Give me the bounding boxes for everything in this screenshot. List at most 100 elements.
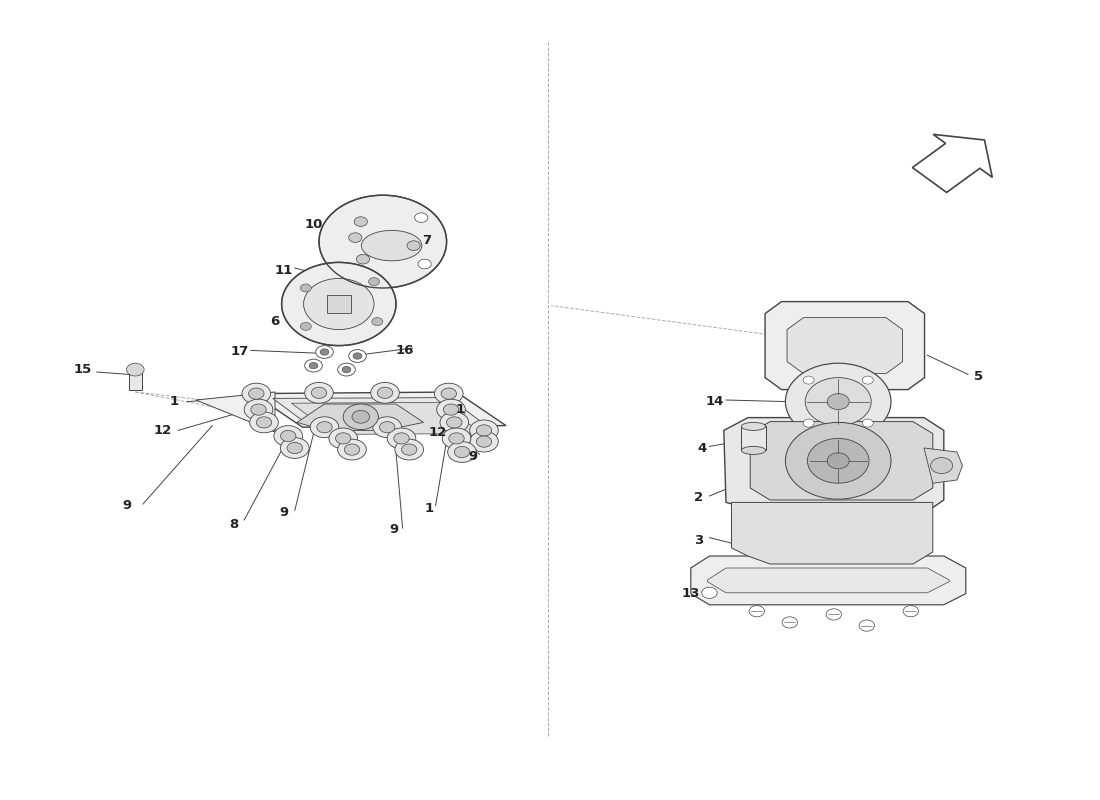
Polygon shape (707, 568, 949, 593)
Text: 2: 2 (694, 491, 703, 504)
Circle shape (287, 442, 303, 454)
Bar (129, 370, 142, 390)
Circle shape (803, 376, 814, 384)
Circle shape (476, 436, 492, 447)
Circle shape (373, 417, 402, 438)
Circle shape (372, 318, 383, 326)
Circle shape (387, 428, 416, 449)
Circle shape (827, 453, 849, 469)
Ellipse shape (741, 446, 766, 454)
Polygon shape (327, 295, 351, 313)
Circle shape (336, 433, 351, 444)
Polygon shape (196, 392, 275, 432)
Circle shape (803, 419, 814, 427)
Circle shape (300, 322, 311, 330)
Polygon shape (297, 404, 424, 430)
Bar (741, 426, 766, 450)
Circle shape (826, 609, 842, 620)
Circle shape (256, 417, 272, 428)
Circle shape (785, 363, 891, 440)
Ellipse shape (741, 422, 766, 430)
Circle shape (434, 383, 463, 404)
Circle shape (300, 284, 311, 292)
Circle shape (437, 399, 465, 420)
Circle shape (859, 620, 874, 631)
Circle shape (371, 382, 399, 403)
Circle shape (827, 394, 849, 410)
Circle shape (702, 587, 717, 598)
Circle shape (274, 426, 302, 446)
Circle shape (418, 259, 431, 269)
Text: 1: 1 (455, 403, 464, 416)
Text: 14: 14 (706, 395, 724, 408)
Circle shape (251, 404, 266, 415)
Circle shape (807, 438, 869, 483)
Polygon shape (253, 392, 506, 427)
Polygon shape (273, 398, 493, 431)
Circle shape (352, 410, 370, 423)
Circle shape (316, 346, 333, 358)
Text: 3: 3 (694, 534, 703, 546)
Text: 6: 6 (271, 315, 279, 328)
Text: 10: 10 (305, 218, 322, 230)
Text: 9: 9 (122, 499, 131, 512)
Circle shape (282, 262, 396, 346)
Polygon shape (691, 556, 966, 605)
Circle shape (443, 404, 459, 415)
Text: 11: 11 (275, 264, 293, 277)
Polygon shape (724, 418, 944, 516)
Circle shape (304, 278, 374, 330)
Text: 9: 9 (469, 450, 477, 462)
Circle shape (447, 417, 462, 428)
Circle shape (862, 376, 873, 384)
Polygon shape (292, 402, 482, 434)
Text: 13: 13 (682, 587, 700, 600)
Circle shape (338, 439, 366, 460)
Polygon shape (788, 318, 902, 374)
Circle shape (305, 382, 333, 403)
Circle shape (903, 606, 918, 617)
Circle shape (395, 439, 424, 460)
Circle shape (449, 433, 464, 444)
Text: 15: 15 (74, 363, 91, 376)
Text: 4: 4 (697, 442, 706, 454)
Circle shape (394, 433, 409, 444)
Circle shape (785, 422, 891, 499)
Circle shape (344, 444, 360, 455)
Circle shape (250, 412, 278, 433)
Circle shape (368, 278, 379, 286)
Circle shape (342, 366, 351, 373)
Circle shape (415, 213, 428, 222)
Circle shape (454, 446, 470, 458)
Text: 17: 17 (231, 346, 249, 358)
Circle shape (319, 195, 447, 288)
Circle shape (280, 438, 309, 458)
Text: 16: 16 (396, 344, 414, 357)
Polygon shape (766, 302, 924, 390)
Circle shape (309, 362, 318, 369)
Circle shape (470, 420, 498, 441)
Circle shape (343, 404, 378, 430)
Circle shape (442, 428, 471, 449)
Circle shape (441, 388, 456, 399)
Polygon shape (750, 422, 933, 500)
Circle shape (242, 383, 271, 404)
Text: 1: 1 (425, 502, 433, 514)
Circle shape (379, 422, 395, 433)
Text: 12: 12 (429, 426, 447, 438)
Text: 7: 7 (422, 234, 431, 246)
Polygon shape (732, 502, 933, 564)
Circle shape (356, 254, 370, 264)
Circle shape (349, 350, 366, 362)
Circle shape (349, 233, 362, 242)
Circle shape (280, 430, 296, 442)
Circle shape (448, 442, 476, 462)
Text: 8: 8 (230, 518, 239, 530)
Circle shape (353, 353, 362, 359)
Text: 9: 9 (389, 523, 398, 536)
Ellipse shape (361, 230, 421, 261)
Circle shape (749, 606, 764, 617)
Circle shape (470, 431, 498, 452)
Polygon shape (912, 134, 992, 193)
Circle shape (805, 378, 871, 426)
